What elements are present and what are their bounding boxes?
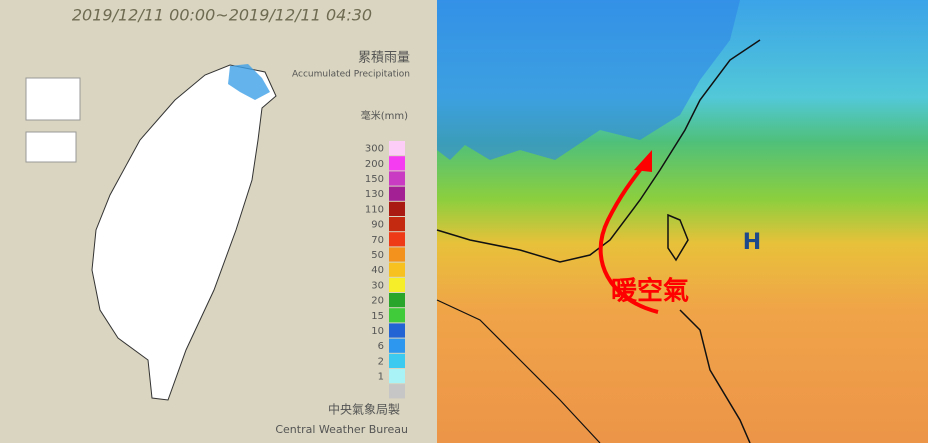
legend-label: 10	[371, 326, 384, 337]
taiwan-map	[91, 64, 277, 401]
warm-air-label: 暖空氣	[611, 276, 689, 307]
high-pressure-label: H	[743, 230, 761, 255]
legend-label: 30	[371, 280, 384, 291]
legend-label: 50	[371, 250, 384, 261]
legend-label: 15	[371, 311, 384, 322]
legend-label: 150	[365, 174, 384, 185]
legend-label: 20	[371, 296, 384, 307]
legend-swatch	[389, 323, 405, 338]
map-title: 2019/12/11 00:00~2019/12/11 04:30	[72, 6, 372, 25]
legend-swatch	[389, 247, 405, 262]
legend-swatch	[389, 277, 405, 292]
legend-label: 90	[371, 220, 384, 231]
legend-label: 110	[365, 204, 384, 215]
mainland-outline	[436, 299, 601, 444]
legend-swatch	[389, 186, 405, 201]
legend-label: 70	[371, 235, 384, 246]
legend-swatch	[389, 156, 405, 171]
legend-swatch	[389, 201, 405, 216]
coastline	[436, 39, 761, 263]
credit-en: Central Weather Bureau	[275, 423, 408, 436]
legend-swatch	[389, 232, 405, 247]
legend-label: 2	[378, 356, 384, 367]
legend-swatch	[389, 384, 405, 399]
rain-area	[228, 64, 270, 100]
legend: 300 200 150 130 110 90 70 50 40 30 20 15 10 6 2 1	[365, 141, 405, 399]
philippines-outline	[679, 309, 751, 444]
cold-air	[437, 0, 740, 160]
legend-swatch	[389, 141, 405, 156]
legend-label: 6	[378, 341, 384, 352]
warm-air-arrow	[598, 163, 659, 314]
credit-zh: 中央氣象局製	[328, 402, 400, 417]
legend-unit: 毫米(mm)	[361, 109, 408, 122]
inset-box	[25, 131, 77, 163]
legend-swatch	[389, 217, 405, 232]
legend-swatch	[389, 338, 405, 353]
legend-label: 130	[365, 189, 384, 200]
legend-label: 300	[365, 144, 384, 155]
inset-box	[25, 77, 81, 121]
legend-swatch	[389, 353, 405, 368]
legend-swatch	[389, 293, 405, 308]
legend-swatch	[389, 171, 405, 186]
legend-swatch	[389, 262, 405, 277]
legend-swatch	[389, 369, 405, 384]
taiwan-outline	[667, 213, 689, 262]
legend-swatch	[389, 308, 405, 323]
arrow-head	[634, 150, 652, 172]
legend-title-en: Accumulated Precipitation	[292, 70, 410, 80]
legend-label: 200	[365, 159, 384, 170]
legend-title-zh: 累積雨量	[358, 51, 410, 66]
legend-label: 1	[378, 372, 384, 383]
legend-label: 40	[371, 265, 384, 276]
